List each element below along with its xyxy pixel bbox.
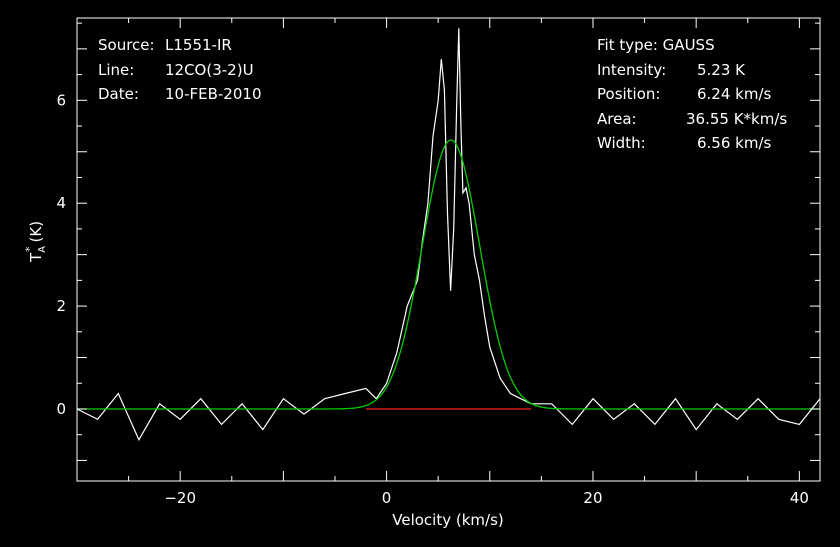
gaussian-fit-line (77, 139, 820, 410)
y-tick-label: 0 (56, 400, 66, 418)
info-line-value: 12CO(3-2)U (165, 61, 254, 79)
fit-position-key: Position: (597, 85, 660, 103)
y-tick-label: 4 (56, 194, 66, 212)
fit-intensity-value: 5.23 K (697, 61, 746, 79)
plot-frame (76, 17, 821, 482)
y-axis-label-main: T (27, 252, 45, 263)
svg-text:TA*(K): TA* (K) (23, 221, 48, 263)
info-date-value: 10-FEB-2010 (165, 85, 261, 103)
axis-ticks-group: −20 0 20 40 0 2 4 6 (56, 18, 820, 507)
fit-type-label: Fit type: GAUSS (597, 36, 715, 54)
y-axis-label-sup: * (23, 246, 36, 252)
info-source-key: Source: (98, 36, 155, 54)
y-axis-label-unit: (K) (27, 221, 45, 243)
fit-intensity-key: Intensity: (597, 61, 666, 79)
info-right-panel: Fit type: GAUSS Intensity: 5.23 K Positi… (597, 36, 787, 152)
x-tick-label: 40 (790, 489, 809, 507)
y-axis-label: TA* (K) (23, 221, 48, 263)
x-axis-label: Velocity (km/s) (392, 511, 503, 529)
fit-width-value: 6.56 km/s (697, 134, 772, 152)
y-tick-label: 6 (56, 91, 66, 109)
info-left-panel: Source: L1551-IR Line: 12CO(3-2)U Date: … (98, 36, 261, 103)
info-source-value: L1551-IR (165, 36, 232, 54)
fit-area-value: 36.55 K*km/s (686, 110, 787, 128)
gaussian-fit-group (77, 139, 820, 410)
info-date-key: Date: (98, 85, 139, 103)
y-tick-label: 2 (56, 297, 66, 315)
x-tick-label: 20 (583, 489, 602, 507)
x-tick-label: 0 (382, 489, 392, 507)
fit-width-key: Width: (597, 134, 646, 152)
info-line-key: Line: (98, 61, 134, 79)
fit-area-key: Area: (597, 110, 637, 128)
x-tick-label: −20 (164, 489, 196, 507)
fit-position-value: 6.24 km/s (697, 85, 772, 103)
y-axis-label-sub: A (37, 246, 48, 253)
